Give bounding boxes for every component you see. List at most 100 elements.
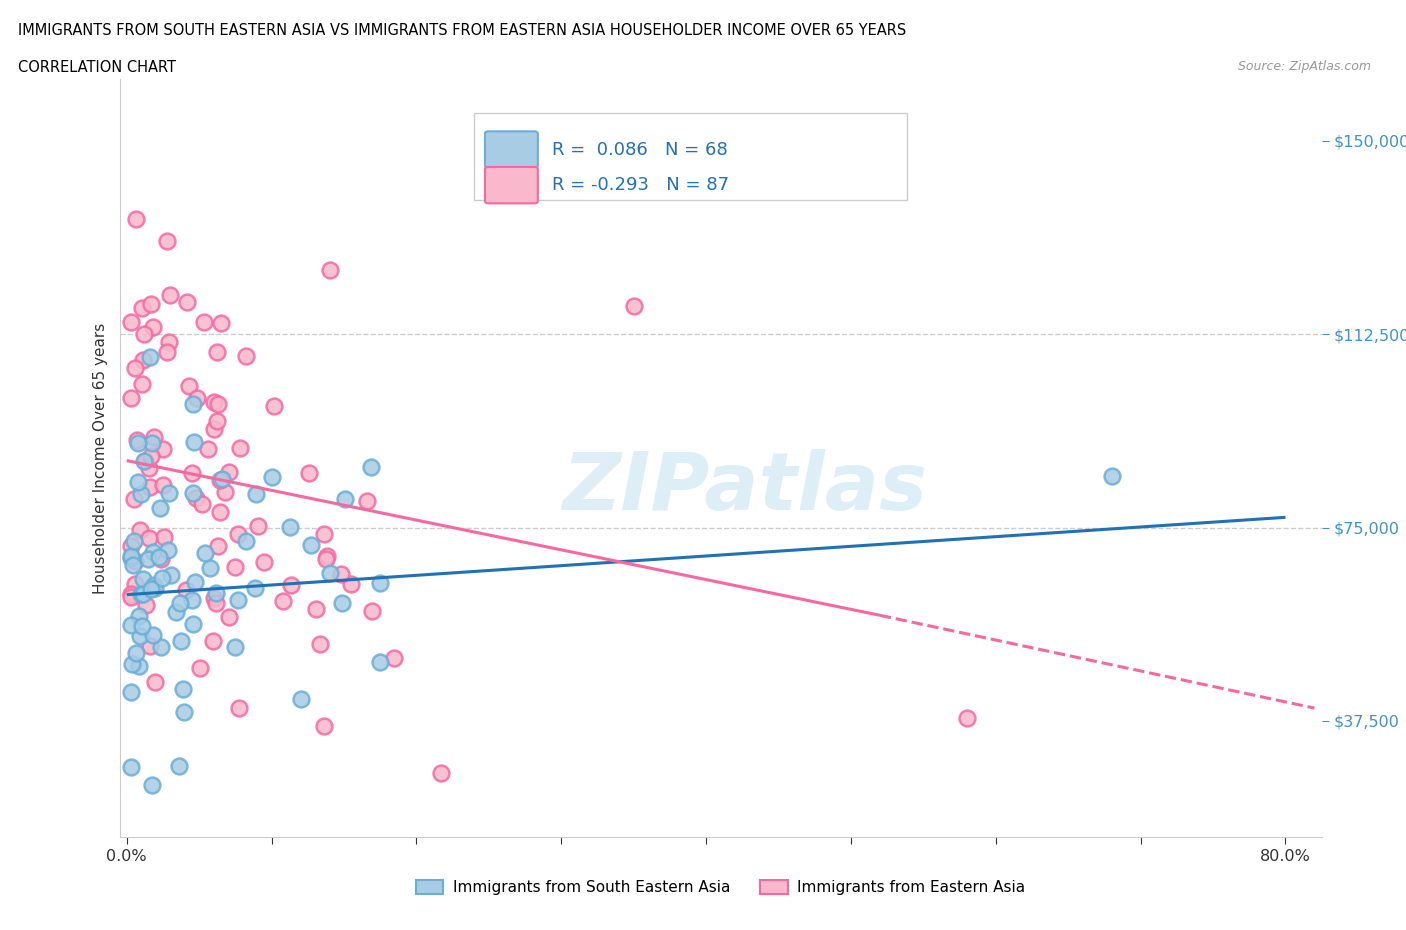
FancyBboxPatch shape <box>474 113 907 200</box>
Point <box>150 571 173 586</box>
Point <box>120 551 142 565</box>
Point <box>141 435 163 450</box>
Point <box>153 529 176 544</box>
Point <box>229 440 252 455</box>
Point <box>214 485 236 499</box>
Point <box>318 262 340 277</box>
Point <box>273 593 295 608</box>
Point <box>202 421 225 436</box>
Point <box>152 477 174 492</box>
Point <box>305 602 328 617</box>
Point <box>138 530 160 545</box>
Point <box>181 466 204 481</box>
Point <box>122 557 145 572</box>
FancyBboxPatch shape <box>485 131 538 167</box>
Point <box>235 349 257 364</box>
Point <box>157 485 180 500</box>
Point <box>314 527 336 542</box>
Point <box>142 430 165 445</box>
Point <box>309 637 332 652</box>
Point <box>183 434 205 449</box>
Point <box>368 576 391 591</box>
Point <box>157 335 180 350</box>
Point <box>131 618 153 633</box>
Point <box>319 566 342 581</box>
Point <box>315 551 337 566</box>
Legend: Immigrants from South Eastern Asia, Immigrants from Eastern Asia: Immigrants from South Eastern Asia, Immi… <box>409 874 1032 901</box>
Point <box>623 299 645 313</box>
Point <box>298 465 321 480</box>
Point <box>138 350 160 365</box>
Point <box>245 487 267 502</box>
Point <box>132 326 155 341</box>
Point <box>224 640 246 655</box>
Point <box>184 490 207 505</box>
Point <box>429 765 451 780</box>
Text: R =  0.086   N = 68: R = 0.086 N = 68 <box>553 140 728 158</box>
Point <box>205 586 228 601</box>
Point <box>160 567 183 582</box>
Point <box>180 592 202 607</box>
Point <box>138 460 160 475</box>
Point <box>188 660 211 675</box>
Point <box>340 577 363 591</box>
Point <box>149 500 172 515</box>
Point <box>361 604 384 618</box>
Point <box>330 596 353 611</box>
Point <box>124 361 146 376</box>
Point <box>280 578 302 592</box>
Point <box>202 394 225 409</box>
Point <box>139 639 162 654</box>
Point <box>190 497 212 512</box>
Point <box>128 609 150 624</box>
Point <box>139 479 162 494</box>
Point <box>165 604 187 619</box>
Point <box>121 657 143 671</box>
Point <box>360 459 382 474</box>
Point <box>278 520 301 535</box>
Point <box>211 472 233 486</box>
Point <box>139 581 162 596</box>
Point <box>125 212 148 227</box>
Point <box>194 546 217 561</box>
Point <box>176 294 198 309</box>
Point <box>131 486 153 501</box>
Point <box>226 526 249 541</box>
Point <box>329 567 352 582</box>
Point <box>370 655 392 670</box>
Point <box>205 414 228 429</box>
Point <box>155 345 177 360</box>
Point <box>218 465 240 480</box>
Point <box>120 590 142 604</box>
Point <box>1101 469 1123 484</box>
Point <box>174 582 197 597</box>
Point <box>131 300 153 315</box>
Point <box>207 396 229 411</box>
Point <box>314 719 336 734</box>
Point <box>262 470 284 485</box>
Text: IMMIGRANTS FROM SOUTH EASTERN ASIA VS IMMIGRANTS FROM EASTERN ASIA HOUSEHOLDER I: IMMIGRANTS FROM SOUTH EASTERN ASIA VS IM… <box>18 23 907 38</box>
Point <box>356 494 378 509</box>
Point <box>209 505 232 520</box>
Point <box>132 571 155 586</box>
Point <box>290 691 312 706</box>
Point <box>169 633 191 648</box>
Point <box>382 651 405 666</box>
Point <box>207 538 229 553</box>
Point <box>956 711 979 725</box>
Point <box>120 549 142 564</box>
Point <box>179 379 201 394</box>
Point <box>186 391 208 405</box>
Point <box>181 397 204 412</box>
Point <box>127 435 149 450</box>
Point <box>124 492 146 507</box>
Point <box>138 551 160 566</box>
Point <box>139 297 162 312</box>
Point <box>299 538 322 552</box>
Point <box>120 684 142 699</box>
Point <box>120 587 142 602</box>
Point <box>120 391 142 405</box>
Point <box>173 705 195 720</box>
Point <box>124 577 146 591</box>
Point <box>184 575 207 590</box>
